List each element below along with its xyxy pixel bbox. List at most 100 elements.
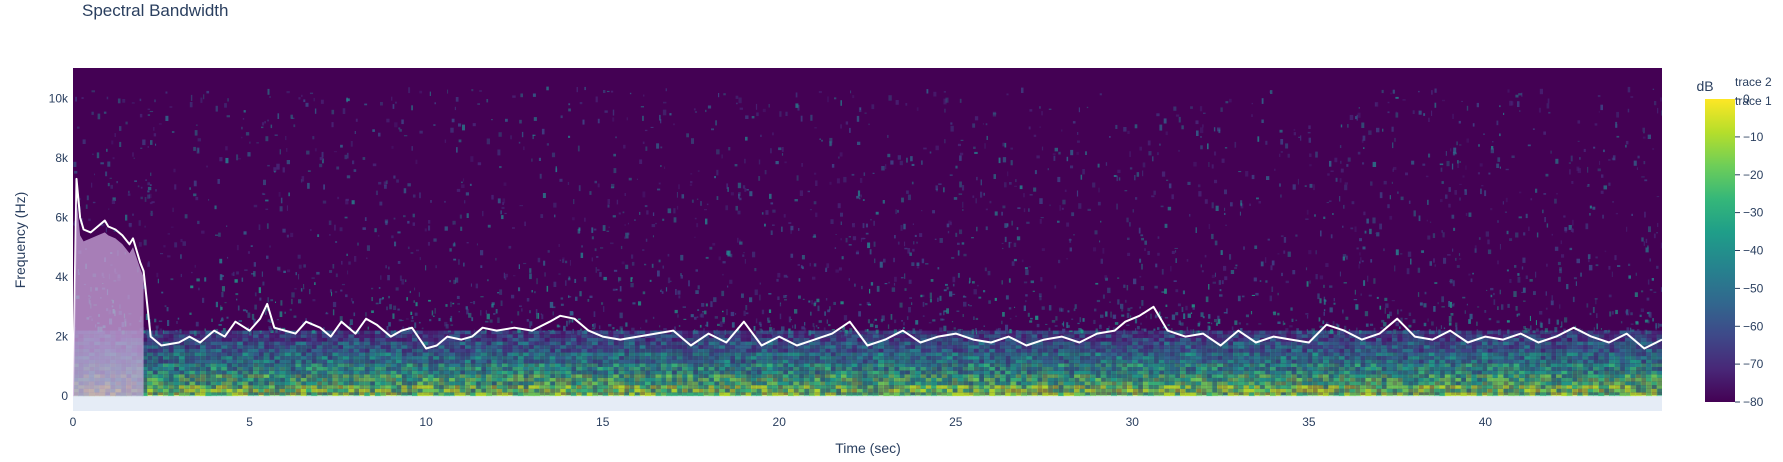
heatmap-cell (152, 334, 159, 338)
heatmap-cell (814, 334, 821, 338)
heatmap-cell (200, 356, 206, 360)
heatmap-cell (242, 388, 249, 393)
heatmap-cell (623, 337, 630, 342)
heatmap-cell (1397, 341, 1404, 346)
heatmap-cell (782, 374, 789, 378)
heatmap-cell (894, 388, 900, 393)
heatmap-cell (1471, 341, 1478, 346)
heatmap-cell (517, 381, 524, 386)
heatmap-cell (438, 352, 445, 357)
heatmap-cell (1381, 381, 1388, 386)
heatmap-cell (337, 341, 344, 346)
heatmap-cell (247, 345, 254, 349)
heatmap-cell (449, 330, 455, 335)
heatmap-cell (814, 345, 821, 349)
heatmap-cell (1227, 356, 1234, 360)
heatmap-cell (655, 359, 662, 364)
heatmap-cell (735, 341, 741, 346)
heatmap-cell (798, 370, 805, 375)
heatmap-cell (618, 381, 625, 386)
heatmap-cell (253, 385, 259, 389)
heatmap-cell (1423, 330, 1430, 335)
heatmap-cell (931, 352, 937, 357)
heatmap-cell (433, 345, 440, 349)
heatmap-cell (1042, 370, 1049, 375)
heatmap-cell (931, 341, 937, 346)
heatmap-cell (157, 388, 164, 393)
heatmap-cell (1471, 381, 1478, 386)
heatmap-cell (909, 388, 916, 393)
heatmap-cell (1037, 370, 1043, 375)
heatmap-cell (380, 377, 387, 382)
heatmap-cell (1254, 370, 1261, 375)
heatmap-cell (862, 392, 869, 397)
heatmap-cell (766, 367, 773, 371)
heatmap-cell (226, 345, 233, 349)
heatmap-cell (147, 374, 154, 378)
heatmap-cell (533, 334, 540, 338)
heatmap-cell (1037, 385, 1043, 389)
heatmap-cell (173, 374, 180, 378)
heatmap-cell (1529, 359, 1536, 364)
heatmap-cell (184, 356, 191, 360)
heatmap-cell (570, 356, 577, 360)
heatmap-cell (994, 341, 1001, 346)
heatmap-cell (809, 356, 816, 360)
heatmap-cell (1031, 352, 1038, 357)
heatmap-cell (253, 330, 259, 335)
heatmap-cell (226, 356, 233, 360)
heatmap-cell (878, 337, 884, 342)
heatmap-cell (629, 348, 635, 353)
heatmap-cell (1391, 345, 1398, 349)
heatmap-cell (1444, 359, 1451, 364)
heatmap-cell (1370, 330, 1377, 335)
heatmap-cell (655, 363, 662, 367)
heatmap-cell (353, 388, 360, 393)
heatmap-cell (1381, 345, 1388, 349)
heatmap-cell (539, 348, 545, 353)
heatmap-cell (1227, 330, 1234, 335)
heatmap-cell (920, 345, 927, 349)
heatmap-cell (608, 385, 614, 389)
heatmap-cell (555, 374, 561, 378)
heatmap-cell (1058, 330, 1065, 335)
heatmap-cell (194, 370, 201, 375)
heatmap-cell (1344, 356, 1351, 360)
heatmap-cell (994, 345, 1001, 349)
heatmap-cell (570, 374, 577, 378)
heatmap-cell (385, 352, 392, 357)
heatmap-cell (1238, 367, 1245, 371)
heatmap-cell (1042, 385, 1049, 389)
heatmap-cell (830, 377, 837, 382)
heatmap-cell (1264, 356, 1271, 360)
heatmap-cell (1312, 385, 1319, 389)
heatmap-cell (396, 388, 402, 393)
heatmap-cell (1275, 341, 1282, 346)
heatmap-cell (1217, 352, 1223, 357)
heatmap-cell (1365, 334, 1372, 338)
heatmap-cell (999, 385, 1006, 389)
heatmap-cell (1111, 381, 1117, 386)
heatmap-cell (353, 337, 360, 342)
heatmap-cell (1063, 392, 1070, 397)
heatmap-cell (1439, 359, 1446, 364)
heatmap-cell (427, 367, 434, 371)
heatmap-cell (862, 334, 869, 338)
heatmap-cell (671, 337, 678, 342)
heatmap-cell (237, 334, 244, 338)
heatmap-cell (1222, 370, 1229, 375)
heatmap-cell (994, 367, 1001, 371)
heatmap-cell (507, 392, 514, 397)
heatmap-cell (1519, 377, 1525, 382)
heatmap-cell (899, 377, 906, 382)
heatmap-cell (300, 330, 307, 335)
heatmap-cell (1148, 359, 1155, 364)
heatmap-cell (327, 377, 334, 382)
heatmap-cell (412, 356, 418, 360)
heatmap-cell (147, 370, 154, 375)
heatmap-cell (1095, 334, 1102, 338)
heatmap-cell (1005, 345, 1012, 349)
heatmap-cell (613, 363, 620, 367)
heatmap-cell (327, 337, 334, 342)
heatmap-cell (337, 374, 344, 378)
